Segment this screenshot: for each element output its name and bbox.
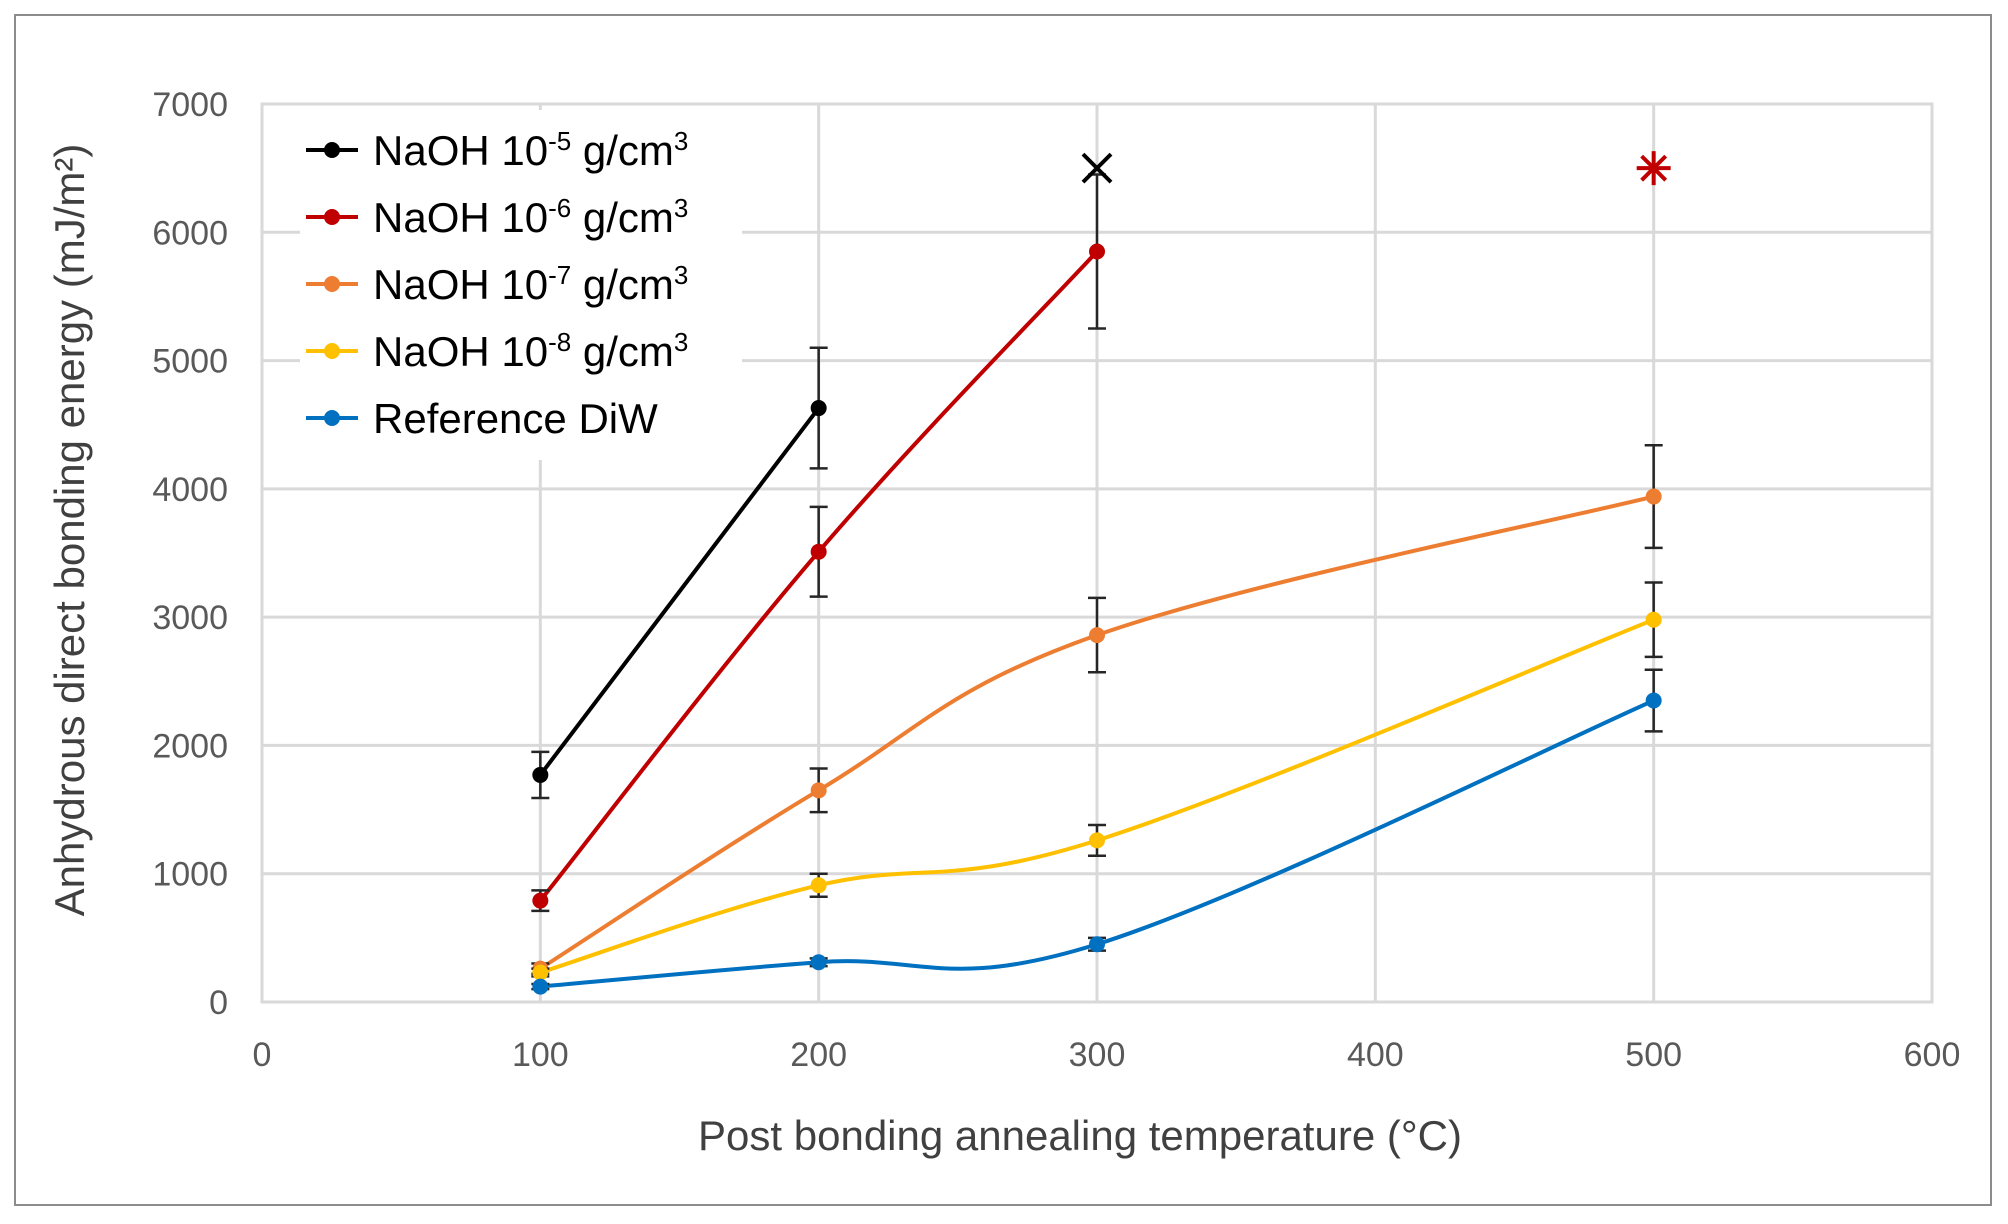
series-line	[540, 698, 1655, 989]
data-point	[810, 954, 827, 971]
data-point	[810, 877, 827, 894]
y-tick-label: 7000	[152, 86, 228, 124]
legend-label-name: NaOH 10	[373, 328, 548, 375]
data-point	[1089, 627, 1105, 644]
legend-label-name: NaOH 10	[373, 127, 548, 174]
x-axis-ticks: 0 100 200 300 400 500 600	[253, 1036, 1961, 1074]
legend-label-unit: g/cm	[571, 261, 674, 308]
legend-entry: NaOH 10-5 g/cm3	[306, 126, 688, 174]
y-tick-label: 5000	[152, 343, 228, 381]
y-tick-label: 6000	[152, 214, 228, 252]
y-tick-label: 0	[209, 984, 228, 1022]
data-point	[532, 766, 549, 783]
data-point	[532, 892, 549, 909]
x-tick-label: 500	[1625, 1036, 1682, 1074]
legend-label-unit-exponent: 3	[674, 260, 688, 290]
y-tick-label: 3000	[152, 599, 228, 637]
legend-entry: NaOH 10-6 g/cm3	[306, 193, 688, 241]
legend-label-unit-exponent: 3	[674, 126, 688, 156]
x-axis-title: Post bonding annealing temperature (°C)	[698, 1112, 1462, 1159]
legend-label-unit: g/cm	[571, 127, 674, 174]
legend-entry: Reference DiW	[306, 395, 658, 442]
legend-label-exponent: -7	[548, 260, 571, 290]
x-tick-label: 300	[1069, 1036, 1126, 1074]
series-2	[531, 173, 1106, 913]
legend-entry: NaOH 10-7 g/cm3	[306, 260, 688, 308]
legend-label-exponent: -8	[548, 327, 571, 357]
legend-label-exponent: -6	[548, 193, 571, 223]
cross-stroke	[1081, 152, 1113, 184]
asterisk-stroke	[1640, 154, 1668, 182]
x-tick-label: 400	[1347, 1036, 1404, 1074]
legend-label-unit: g/cm	[571, 194, 674, 241]
legend-swatch-marker	[324, 410, 340, 426]
legend-swatch-marker	[324, 142, 340, 158]
legend-label: NaOH 10-5 g/cm3	[373, 126, 688, 174]
data-point	[1089, 832, 1105, 849]
legend-swatch-marker	[324, 209, 340, 225]
legend-swatch-marker	[324, 343, 340, 359]
legend-label-unit: g/cm	[571, 328, 674, 375]
y-tick-label: 2000	[152, 727, 228, 765]
y-tick-label: 4000	[152, 471, 228, 509]
legend-label-name: Reference DiW	[373, 395, 658, 442]
data-point	[532, 964, 549, 981]
series-line	[539, 494, 1655, 971]
annotations	[1081, 151, 1671, 186]
cross-marker	[1081, 152, 1113, 184]
data-point	[532, 978, 549, 995]
series-5	[531, 668, 1663, 995]
asterisk-marker	[1636, 151, 1671, 186]
x-tick-label: 100	[512, 1036, 569, 1074]
data-point	[1645, 692, 1662, 709]
legend-label: NaOH 10-7 g/cm3	[373, 260, 688, 308]
series-line	[539, 617, 1655, 975]
legend-label-unit-exponent: 3	[674, 327, 688, 357]
data-point	[810, 400, 827, 417]
series-line	[538, 406, 821, 777]
legend-label: NaOH 10-8 g/cm3	[373, 327, 688, 375]
series	[531, 173, 1663, 995]
y-axis-title: Anhydrous direct bonding energy (mJ/m²)	[46, 144, 93, 917]
data-point	[1645, 611, 1662, 628]
legend-label: NaOH 10-6 g/cm3	[373, 193, 688, 241]
data-point	[1089, 243, 1105, 260]
data-point	[810, 782, 827, 799]
y-axis-ticks: 0 1000 2000 3000 4000 5000 6000 7000	[152, 86, 228, 1022]
series-1	[531, 346, 828, 800]
legend-swatch-marker	[324, 276, 340, 292]
legend-label-name: NaOH 10	[373, 261, 548, 308]
legend-entry: NaOH 10-8 g/cm3	[306, 327, 688, 375]
y-tick-label: 1000	[152, 856, 228, 894]
data-point	[1089, 936, 1105, 953]
legend-label-unit-exponent: 3	[674, 193, 688, 223]
series-4	[531, 581, 1663, 981]
legend-label-exponent: -5	[548, 126, 571, 156]
legend-label-name: NaOH 10	[373, 194, 548, 241]
data-point	[810, 543, 827, 560]
legend-background	[300, 110, 742, 460]
x-tick-label: 200	[790, 1036, 847, 1074]
legend-label: Reference DiW	[373, 395, 658, 442]
data-point	[1645, 488, 1662, 505]
x-tick-label: 600	[1904, 1036, 1961, 1074]
x-tick-label: 0	[253, 1036, 272, 1074]
